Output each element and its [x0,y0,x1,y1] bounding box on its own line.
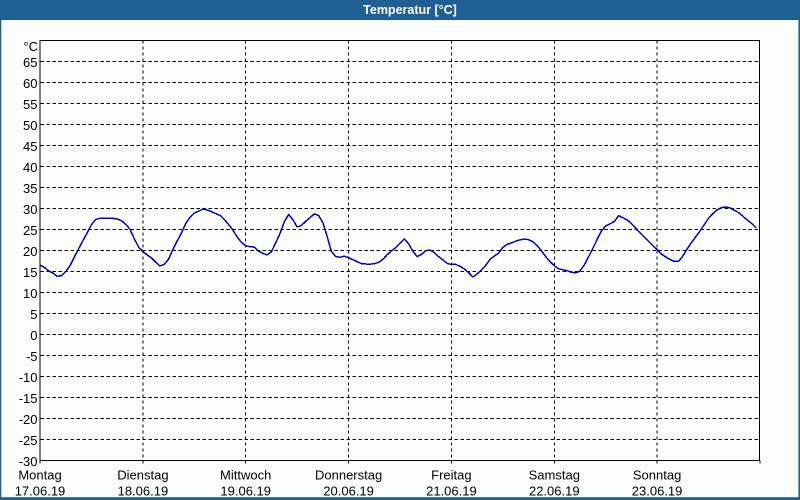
svg-text:5: 5 [30,307,37,322]
svg-text:20: 20 [23,244,37,259]
svg-text:40: 40 [23,160,37,175]
svg-text:35: 35 [23,181,37,196]
svg-text:23.06.19: 23.06.19 [632,483,683,498]
svg-text:30: 30 [23,202,37,217]
svg-text:-25: -25 [19,433,38,448]
svg-text:10: 10 [23,286,37,301]
svg-text:19.06.19: 19.06.19 [220,483,271,498]
svg-text:-30: -30 [19,454,38,469]
svg-text:Sonntag: Sonntag [633,468,681,483]
svg-text:50: 50 [23,118,37,133]
svg-text:21.06.19: 21.06.19 [426,483,477,498]
svg-text:Donnerstag: Donnerstag [315,468,382,483]
svg-text:-5: -5 [26,349,38,364]
svg-text:55: 55 [23,97,37,112]
svg-text:-20: -20 [19,412,38,427]
svg-text:Freitag: Freitag [431,468,471,483]
svg-text:17.06.19: 17.06.19 [15,483,66,498]
svg-text:Temperatur [°C]: Temperatur [°C] [363,3,457,17]
svg-text:15: 15 [23,265,37,280]
svg-text:Montag: Montag [18,468,61,483]
svg-text:°C: °C [23,39,38,54]
svg-text:65: 65 [23,55,37,70]
svg-text:0: 0 [30,328,37,343]
svg-text:Dienstag: Dienstag [117,468,168,483]
svg-text:-15: -15 [19,391,38,406]
svg-text:-10: -10 [19,370,38,385]
svg-text:60: 60 [23,76,37,91]
svg-text:22.06.19: 22.06.19 [529,483,580,498]
svg-text:25: 25 [23,223,37,238]
svg-text:Samstag: Samstag [529,468,580,483]
svg-text:20.06.19: 20.06.19 [323,483,374,498]
svg-text:18.06.19: 18.06.19 [118,483,169,498]
svg-text:Mittwoch: Mittwoch [220,468,271,483]
svg-text:45: 45 [23,139,37,154]
